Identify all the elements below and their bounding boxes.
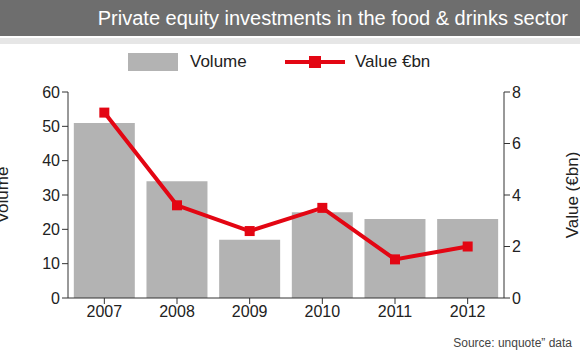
svg-text:2011: 2011 bbox=[378, 303, 413, 320]
svg-text:4: 4 bbox=[512, 187, 521, 204]
svg-text:Volume: Volume bbox=[8, 167, 12, 224]
svg-text:2010: 2010 bbox=[305, 303, 341, 320]
svg-text:2008: 2008 bbox=[159, 303, 195, 320]
html-text:Volume: Volume bbox=[190, 52, 247, 71]
svg-text:30: 30 bbox=[42, 187, 60, 204]
svg-text:8: 8 bbox=[512, 84, 521, 101]
svg-text:50: 50 bbox=[42, 118, 60, 135]
svg-text:60: 60 bbox=[42, 84, 60, 101]
svg-text:2009: 2009 bbox=[232, 303, 268, 320]
html-text:Source: unquote” data: Source: unquote” data bbox=[453, 336, 572, 350]
html-text:Private equity investments in: Private equity investments in the food &… bbox=[97, 7, 568, 29]
svg-text:2007: 2007 bbox=[87, 303, 123, 320]
svg-text:0: 0 bbox=[512, 290, 521, 307]
svg-text:2012: 2012 bbox=[450, 303, 486, 320]
svg-text:20: 20 bbox=[42, 221, 60, 238]
svg-text:0: 0 bbox=[51, 290, 60, 307]
svg-text:2: 2 bbox=[512, 238, 521, 255]
svg-text:40: 40 bbox=[42, 152, 60, 169]
svg-text:Value (€bn): Value (€bn) bbox=[563, 152, 572, 239]
html-text:Value €bn: Value €bn bbox=[355, 52, 431, 71]
svg-text:6: 6 bbox=[512, 135, 521, 152]
svg-text:10: 10 bbox=[42, 255, 60, 272]
